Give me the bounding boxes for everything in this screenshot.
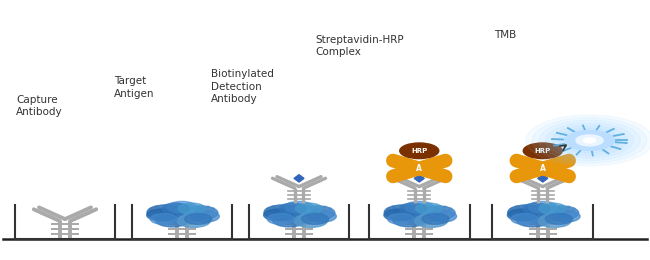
Circle shape [508, 205, 545, 220]
Circle shape [177, 214, 211, 228]
Text: HRP: HRP [534, 148, 551, 154]
Circle shape [267, 213, 294, 224]
Polygon shape [414, 175, 424, 182]
Circle shape [384, 205, 422, 220]
Circle shape [532, 118, 647, 163]
Circle shape [526, 115, 650, 166]
Circle shape [190, 211, 219, 222]
Circle shape [276, 205, 322, 223]
Text: A: A [540, 164, 546, 173]
Text: Capture
Antibody: Capture Antibody [16, 95, 63, 117]
Circle shape [384, 209, 413, 221]
Circle shape [508, 209, 536, 221]
Text: Streptavidin-HRP
Complex: Streptavidin-HRP Complex [315, 35, 404, 57]
Circle shape [387, 213, 415, 224]
Text: Target
Antigen: Target Antigen [114, 76, 154, 99]
Circle shape [405, 202, 434, 213]
Circle shape [159, 205, 205, 223]
Circle shape [584, 138, 595, 143]
Circle shape [178, 203, 205, 214]
Text: TMB: TMB [494, 30, 516, 40]
Circle shape [558, 128, 621, 153]
Circle shape [551, 211, 580, 222]
Circle shape [279, 203, 306, 214]
Circle shape [576, 135, 603, 146]
Circle shape [428, 211, 456, 222]
Circle shape [302, 213, 329, 224]
Circle shape [511, 213, 538, 224]
Text: A: A [416, 164, 422, 173]
Circle shape [294, 214, 328, 228]
Circle shape [285, 202, 313, 213]
Circle shape [307, 211, 336, 222]
Circle shape [420, 206, 455, 220]
Circle shape [523, 203, 550, 214]
Circle shape [264, 205, 302, 220]
Circle shape [545, 213, 573, 224]
Circle shape [552, 125, 627, 155]
Circle shape [538, 214, 571, 228]
Circle shape [565, 131, 614, 150]
Circle shape [414, 214, 448, 228]
Circle shape [147, 205, 185, 220]
Circle shape [183, 206, 218, 220]
Circle shape [539, 203, 566, 214]
Circle shape [539, 120, 640, 161]
Circle shape [150, 213, 177, 224]
Polygon shape [294, 175, 304, 182]
Circle shape [168, 202, 196, 213]
Circle shape [422, 213, 449, 224]
Circle shape [516, 213, 550, 227]
Circle shape [523, 143, 562, 159]
Circle shape [393, 213, 426, 227]
Circle shape [295, 203, 322, 214]
Circle shape [185, 213, 212, 224]
Polygon shape [538, 175, 548, 182]
Circle shape [300, 206, 335, 220]
Circle shape [400, 143, 439, 159]
Circle shape [543, 206, 578, 220]
Circle shape [162, 203, 189, 214]
Text: HRP: HRP [411, 148, 428, 154]
Circle shape [155, 213, 189, 227]
Circle shape [396, 205, 442, 223]
Circle shape [415, 203, 443, 214]
Text: Biotinylated
Detection
Antibody: Biotinylated Detection Antibody [211, 69, 274, 104]
Circle shape [545, 123, 634, 158]
Circle shape [272, 213, 306, 227]
Circle shape [528, 202, 557, 213]
Circle shape [399, 203, 426, 214]
Circle shape [520, 205, 566, 223]
Circle shape [147, 209, 176, 221]
Circle shape [264, 209, 292, 221]
